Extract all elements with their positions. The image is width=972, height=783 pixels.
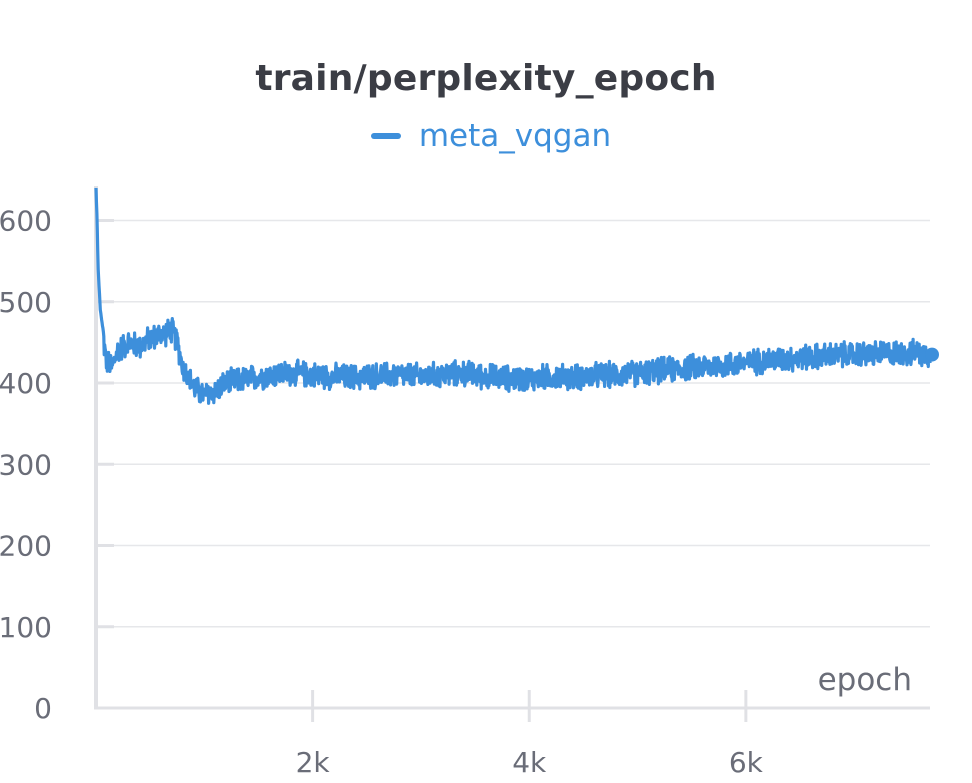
- series-line-meta-vqgan: [94, 187, 932, 405]
- series-layer: [94, 187, 939, 405]
- x-tick-label-4000: 4k: [512, 746, 547, 779]
- y-tick-label-200: 200: [0, 530, 52, 563]
- tick-labels: 0 100 200 300 400 500 600 2k 4k 6k: [0, 205, 764, 780]
- y-tick-label-600: 600: [0, 205, 52, 238]
- legend-label[interactable]: meta_vqgan: [418, 118, 612, 154]
- series-end-point[interactable]: [925, 347, 939, 362]
- chart-title: train/perplexity_epoch: [255, 58, 717, 99]
- y-tick-label-0: 0: [34, 692, 52, 725]
- legend[interactable]: meta_vqgan: [0, 118, 972, 154]
- y-tick-label-300: 300: [0, 448, 52, 481]
- legend-swatch: [370, 133, 401, 139]
- x-axis-label: epoch: [818, 662, 912, 698]
- y-tick-label-400: 400: [0, 367, 52, 400]
- x-tick-label-6000: 6k: [729, 746, 764, 779]
- grid-lines: [96, 219, 930, 628]
- x-tick-label-2000: 2k: [296, 746, 331, 779]
- axes: [94, 186, 930, 722]
- y-tick-label-500: 500: [0, 286, 52, 319]
- y-tick-label-100: 100: [0, 611, 52, 644]
